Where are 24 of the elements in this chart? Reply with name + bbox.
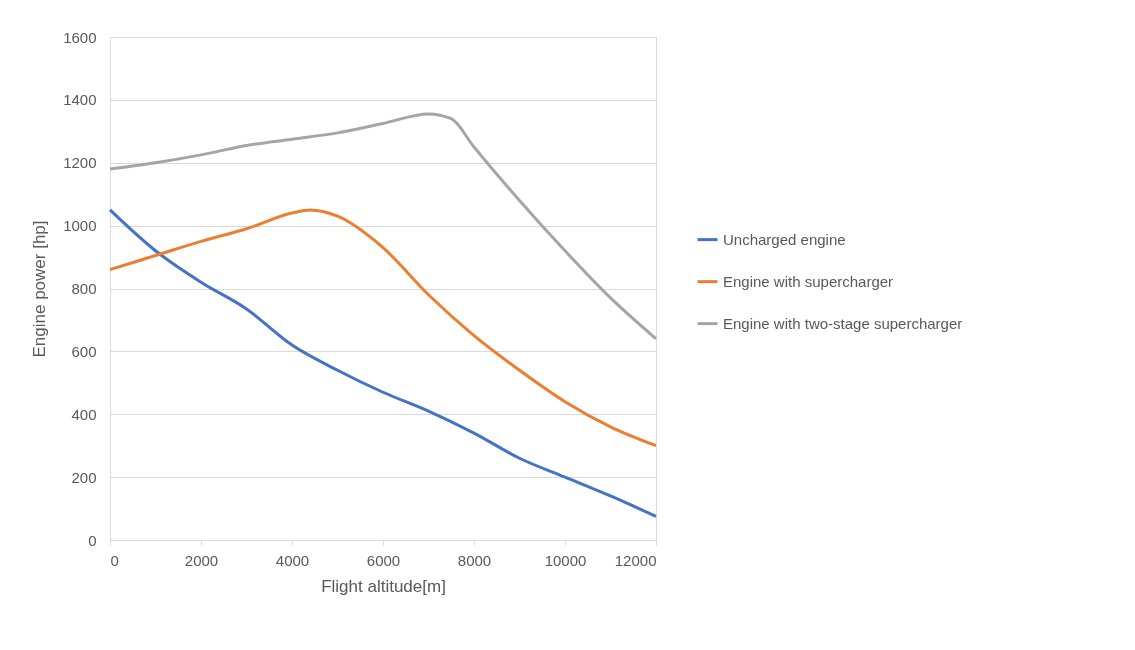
y-tick-label: 1000 — [63, 217, 97, 235]
y-tick-label: 1400 — [63, 91, 97, 109]
line-series — [108, 208, 658, 518]
x-axis-title: Flight altitude[m] — [321, 576, 446, 596]
y-tick-label: 1600 — [63, 28, 97, 46]
line-series — [108, 208, 658, 448]
legend-label: Engine with two-stage supercharger — [723, 314, 963, 332]
y-tick-label: 0 — [88, 531, 97, 549]
x-tick-label: 2000 — [184, 551, 219, 569]
x-tick-label: 4000 — [275, 551, 310, 569]
x-tick-label: 8000 — [457, 551, 492, 569]
y-tick-label: 800 — [71, 280, 97, 297]
x-tick-label: 10000 — [544, 551, 587, 569]
line-series — [108, 112, 658, 341]
legend-label: Uncharged engine — [723, 230, 846, 248]
y-axis-title: Engine power [hp] — [30, 220, 50, 358]
y-tick-label: 600 — [71, 342, 97, 360]
y-tick-label: 400 — [71, 405, 97, 423]
x-tick-label: 6000 — [366, 551, 401, 569]
y-tick-label: 200 — [71, 468, 97, 486]
x-tick-label: 0 — [110, 551, 119, 569]
x-tick-label: 12000 — [614, 551, 657, 569]
y-tick-label: 1200 — [63, 154, 97, 172]
legend-label: Engine with supercharger — [723, 272, 894, 290]
